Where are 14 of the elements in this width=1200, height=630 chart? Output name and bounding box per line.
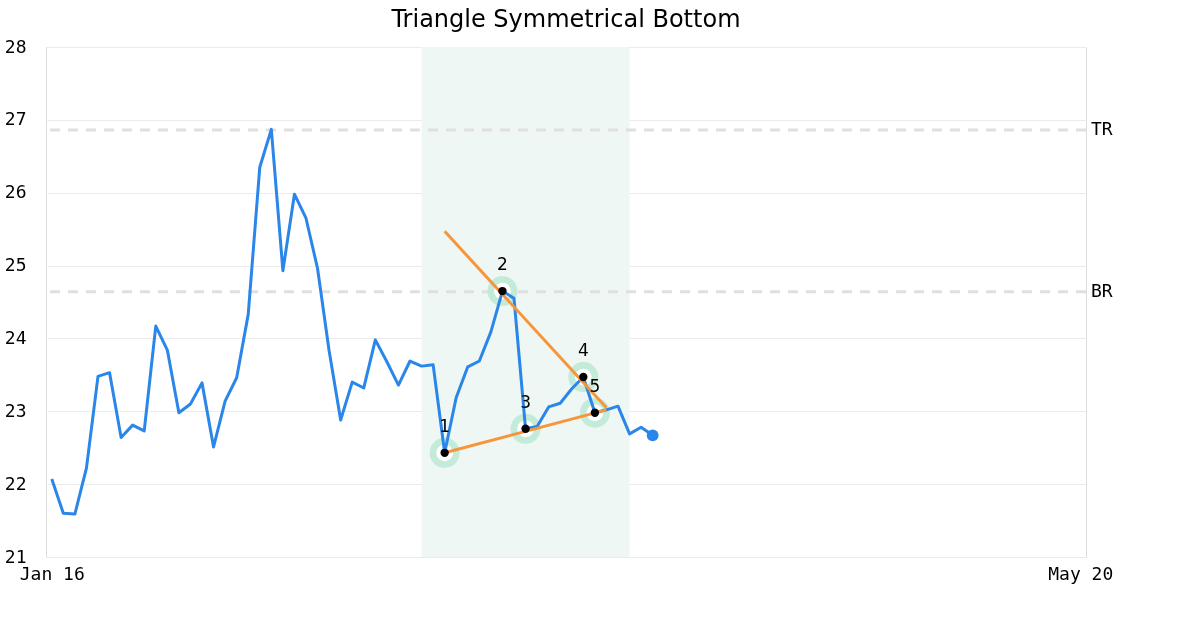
annotation: 4: [577, 340, 589, 361]
y-tick-label: 23: [4, 399, 27, 421]
y-tick-label: 24: [4, 326, 27, 348]
y-tick-label: 28: [4, 35, 27, 57]
chart-title: Triangle Symmetrical Bottom: [390, 5, 741, 33]
y-tick-label: 26: [4, 181, 27, 203]
annotation: 2: [497, 254, 508, 275]
ref-line-label: TR: [1091, 118, 1113, 140]
x-tick-label: May 20: [1048, 562, 1114, 584]
y-tick-label: 22: [4, 472, 27, 494]
ref-line-label: BR: [1091, 279, 1113, 301]
y-tick-label: 27: [4, 108, 27, 130]
y-tick-label: 25: [4, 254, 27, 276]
annotation: 5: [589, 375, 601, 396]
